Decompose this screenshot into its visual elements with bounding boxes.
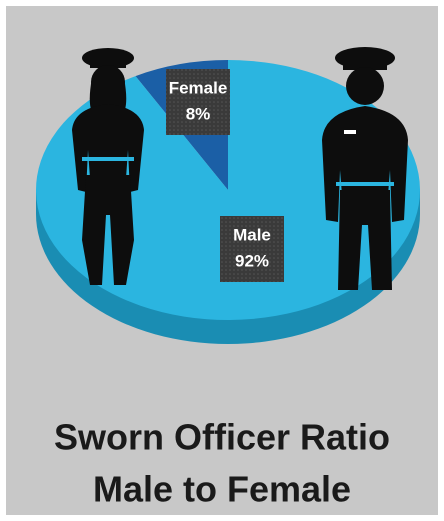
data-label-box — [166, 69, 230, 135]
male-name-tag — [344, 130, 356, 134]
data-label-box — [220, 216, 284, 282]
data-label-value: 92% — [235, 251, 269, 270]
male-officer-icon — [322, 47, 408, 290]
male-belt — [336, 182, 394, 186]
chart-title: Male to Female — [93, 469, 351, 510]
chart-title: Sworn Officer Ratio — [54, 417, 390, 458]
female-officer-icon — [72, 48, 144, 285]
data-label-value: 8% — [186, 104, 211, 123]
female-belt — [82, 157, 134, 161]
data-label-category: Female — [169, 78, 228, 97]
data-label-category: Male — [233, 225, 271, 244]
